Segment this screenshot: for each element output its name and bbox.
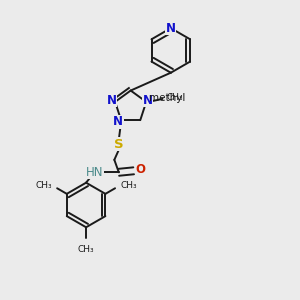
Text: S: S (114, 138, 124, 151)
Text: N: N (113, 115, 123, 128)
Text: N: N (106, 94, 117, 107)
Text: HN: HN (86, 166, 104, 179)
Text: N: N (166, 22, 176, 34)
Text: N: N (143, 94, 153, 107)
Text: CH₃: CH₃ (121, 181, 137, 190)
Text: CH₃: CH₃ (35, 181, 52, 190)
Text: methyl: methyl (149, 93, 185, 103)
Text: CH₃: CH₃ (78, 245, 94, 254)
Text: CH₃: CH₃ (167, 94, 183, 103)
Text: O: O (136, 164, 146, 176)
